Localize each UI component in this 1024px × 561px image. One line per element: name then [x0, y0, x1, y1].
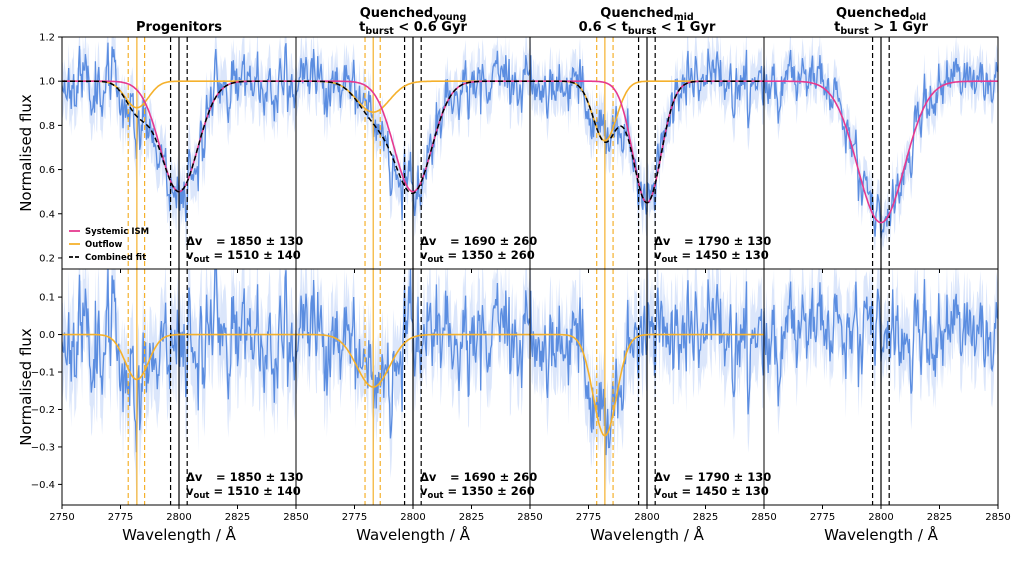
dv-label: Δv: [420, 234, 437, 248]
dv-label: Δv: [654, 470, 671, 484]
x-tick-label: 2800: [400, 512, 425, 523]
y-axis-label: Normalised flux: [17, 94, 35, 212]
panel-bottom-1: [62, 269, 296, 505]
y-tick-label: 0.0: [39, 330, 55, 341]
dv-label: Δv: [420, 470, 437, 484]
panel-bottom-2: [296, 269, 530, 505]
panel-top-4: [764, 37, 998, 269]
x-tick-label: 2850: [283, 512, 308, 523]
panel-bottom-4: [764, 269, 998, 505]
vout-label: vout = 1510 ± 140: [186, 484, 301, 501]
legend-label: Systemic ISM: [85, 227, 149, 237]
x-tick-label: 2800: [166, 512, 191, 523]
x-axis-label: Wavelength / Å: [590, 525, 705, 544]
panel-bottom-3: [530, 269, 764, 505]
dv-value: = 1690 ± 260: [450, 470, 537, 484]
x-tick-label: 2750: [49, 512, 74, 523]
panel-subtitle: tburst < 0.6 Gyr: [359, 20, 467, 37]
x-axis-label: Wavelength / Å: [824, 525, 939, 544]
panel-subtitle: tburst > 1 Gyr: [834, 20, 928, 37]
x-tick-label: 2775: [108, 512, 133, 523]
x-tick-label: 2800: [634, 512, 659, 523]
panel-top-1: [62, 37, 296, 269]
dv-value: = 1850 ± 130: [216, 470, 303, 484]
uncertainty-band: [530, 37, 764, 236]
combined-fit: [530, 80, 764, 204]
uncertainty-band: [764, 37, 998, 256]
vout-label: vout = 1350 ± 260: [420, 484, 535, 501]
outflow-fit: [530, 333, 764, 437]
panel-title: Quenchedold: [836, 6, 926, 23]
dv-value: = 1850 ± 130: [216, 234, 303, 248]
y-tick-label: 1.0: [39, 77, 55, 88]
dv-value: = 1790 ± 130: [684, 234, 771, 248]
y-tick-label: 0.8: [39, 121, 55, 132]
y-tick-label: 0.4: [39, 209, 55, 220]
x-tick-label: 2775: [576, 512, 601, 523]
x-tick-label: 2800: [868, 512, 893, 523]
dv-value: = 1790 ± 130: [684, 470, 771, 484]
y-tick-label: 0.1: [39, 293, 55, 304]
panel-title: Quenchedmid: [600, 6, 693, 23]
x-tick-label: 2825: [693, 512, 718, 523]
dv-label: Δv: [186, 234, 203, 248]
dv-label: Δv: [654, 234, 671, 248]
y-tick-label: −0.3: [31, 442, 55, 453]
y-tick-label: −0.2: [31, 405, 55, 416]
vout-label: vout = 1450 ± 130: [654, 484, 769, 501]
x-tick-label: 2825: [927, 512, 952, 523]
vout-label: vout = 1450 ± 130: [654, 248, 769, 265]
x-tick-label: 2850: [751, 512, 776, 523]
y-tick-label: 0.2: [39, 253, 55, 264]
panel-subtitle: 0.6 < tburst < 1 Gyr: [579, 20, 716, 37]
vout-label: vout = 1510 ± 140: [186, 248, 301, 265]
x-tick-label: 2850: [517, 512, 542, 523]
x-tick-label: 2825: [225, 512, 250, 523]
legend-label: Outflow: [85, 240, 122, 250]
combined-fit: [296, 80, 530, 195]
outflow-fit: [62, 333, 296, 381]
x-tick-label: 2775: [342, 512, 367, 523]
dv-value: = 1690 ± 260: [450, 234, 537, 248]
dv-label: Δv: [186, 470, 203, 484]
x-tick-label: 2825: [459, 512, 484, 523]
panel-title: Progenitors: [136, 20, 222, 35]
y-tick-label: −0.1: [31, 368, 55, 379]
x-tick-label: 2850: [985, 512, 1010, 523]
x-axis-label: Wavelength / Å: [356, 525, 471, 544]
legend: Systemic ISM Outflow Combined fit: [69, 227, 149, 263]
ism-fit: [764, 80, 998, 224]
y-tick-label: 0.6: [39, 165, 55, 176]
outflow-fit: [296, 333, 530, 388]
x-tick-label: 2775: [810, 512, 835, 523]
panel-top-2: [296, 37, 530, 269]
x-axis-label: Wavelength / Å: [122, 525, 237, 544]
legend-label: Combined fit: [85, 253, 146, 263]
combined-fit: [62, 80, 296, 193]
panel-title: Quenchedyoung: [360, 6, 467, 23]
y-tick-label: 1.2: [39, 33, 55, 44]
vout-label: vout = 1350 ± 260: [420, 248, 535, 265]
y-tick-label: −0.4: [31, 480, 55, 491]
panel-top-3: [530, 37, 764, 269]
y-axis-label: Normalised flux: [17, 328, 35, 446]
